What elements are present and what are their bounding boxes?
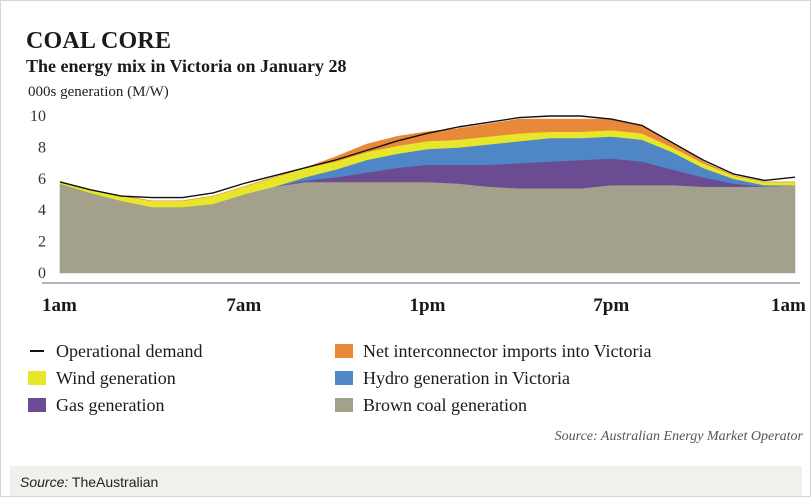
- legend-item-net-interconnector-imports-into-victoria: Net interconnector imports into Victoria: [335, 341, 652, 362]
- x-tick-label: 1pm: [410, 295, 446, 316]
- y-tick-label: 8: [38, 139, 46, 156]
- legend-label: Operational demand: [56, 341, 203, 361]
- legend-item-wind-generation: Wind generation: [28, 368, 176, 389]
- y-tick-label: 10: [30, 108, 46, 125]
- x-tick-label: 1am: [771, 295, 806, 316]
- x-axis: 1am 7am 1pm 7pm 1am: [42, 282, 806, 316]
- chart-source: Source: Australian Energy Market Operato…: [554, 429, 803, 444]
- legend-swatch: [335, 398, 353, 412]
- legend-item-gas-generation: Gas generation: [28, 395, 164, 416]
- y-tick-label: 2: [38, 234, 46, 251]
- x-tick-label: 1am: [42, 295, 77, 316]
- legend-item-hydro-generation-in-victoria: Hydro generation in Victoria: [335, 368, 570, 389]
- caption-text: TheAustralian: [71, 474, 159, 490]
- legend-item-brown-coal-generation: Brown coal generation: [335, 395, 527, 416]
- area-brown-coal-generation: [59, 181, 796, 274]
- y-axis: 10 8 6 4 2 0: [30, 108, 46, 282]
- legend-swatch: [28, 398, 46, 412]
- legend-swatch: [335, 344, 353, 358]
- stacked-areas: [59, 118, 796, 274]
- legend-label: Brown coal generation: [363, 395, 527, 415]
- legend-label: Gas generation: [56, 395, 165, 415]
- demand-line-group: [59, 115, 796, 199]
- operational-demand-line: [59, 115, 796, 199]
- legend-swatch: [28, 371, 46, 385]
- y-tick-label: 6: [38, 171, 46, 188]
- caption: Source: TheAustralian: [20, 474, 158, 490]
- legend-label: Wind generation: [56, 368, 176, 388]
- x-tick-label: 7am: [226, 295, 261, 316]
- area-chart: 10 8 6 4 2 0 1am 7am 1pm 7pm 1am: [30, 108, 806, 316]
- x-tick-label: 7pm: [593, 295, 629, 316]
- legend-swatch: [335, 371, 353, 385]
- legend-label: Net interconnector imports into Victoria: [363, 341, 652, 361]
- caption-label: Source:: [20, 474, 69, 490]
- legend-label: Hydro generation in Victoria: [363, 368, 571, 388]
- y-tick-label: 0: [38, 265, 46, 282]
- legend-swatch: [30, 350, 44, 352]
- chart-title: COAL CORE: [26, 28, 172, 54]
- y-axis-label: 000s generation (M/W): [28, 84, 169, 100]
- legend-item-operational-demand: Operational demand: [28, 341, 202, 362]
- y-tick-label: 4: [38, 202, 46, 219]
- chart-subtitle: The energy mix in Victoria on January 28: [26, 56, 347, 76]
- caption-bar: Source: TheAustralian: [10, 466, 802, 496]
